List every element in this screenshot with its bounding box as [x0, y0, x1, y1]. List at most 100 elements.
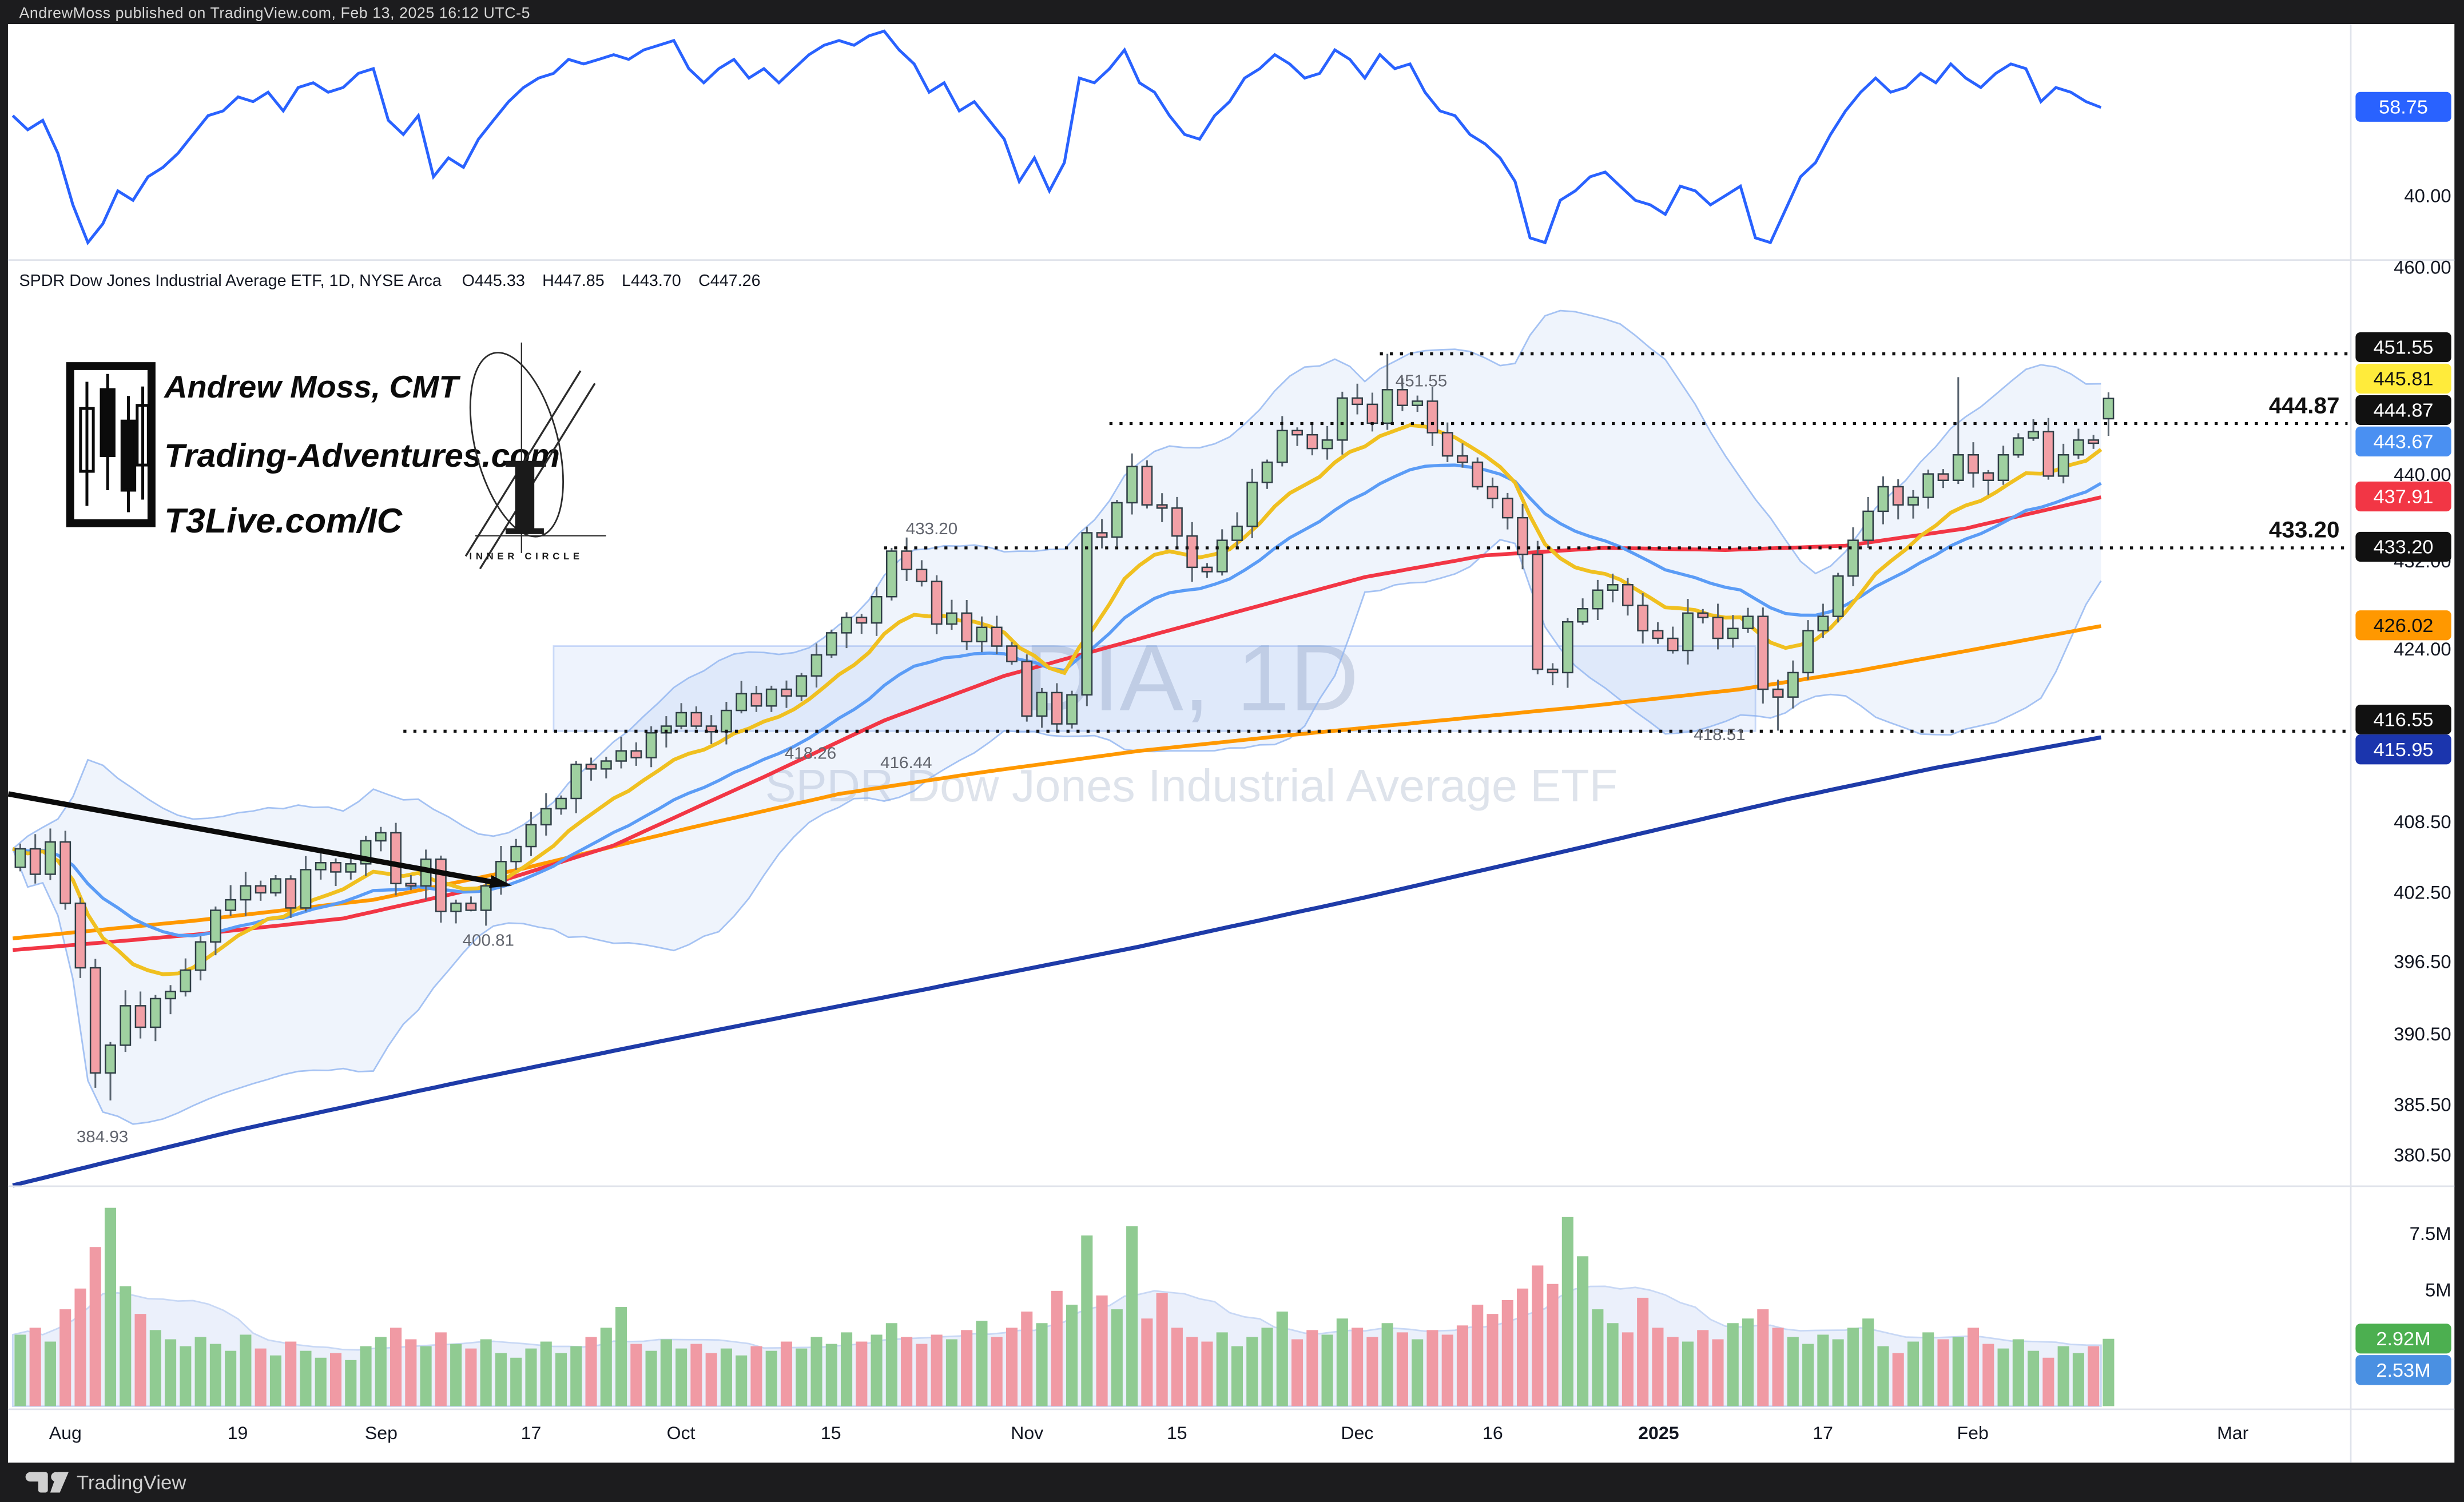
price-annotation: 418.51: [1694, 725, 1745, 744]
volume-bar: [976, 1321, 988, 1406]
price-badge-bg: [2355, 531, 2451, 562]
candle-up: [1952, 454, 1964, 482]
volume-bar: [1186, 1337, 1198, 1406]
price-badge-bg: [2355, 363, 2451, 394]
volume-bar: [360, 1346, 372, 1406]
candle-up: [14, 848, 26, 868]
volume-bar: [1396, 1332, 1408, 1406]
volume-bar: [1742, 1318, 1754, 1406]
candle-up: [841, 617, 852, 634]
candle-down: [1667, 637, 1679, 651]
volume-badge-bg: [2355, 1324, 2451, 1354]
volume-bar: [885, 1323, 897, 1406]
candle-up: [871, 595, 883, 624]
candle-up: [375, 832, 387, 842]
volume-bar: [1561, 1217, 1573, 1406]
time-axis-label: Feb: [1957, 1422, 1989, 1443]
legend-low: L443.70: [622, 272, 681, 290]
volume-bar: [1907, 1341, 1919, 1406]
volume-bar: [1201, 1341, 1213, 1406]
volume-bar: [390, 1328, 402, 1406]
candle-down: [1457, 455, 1468, 463]
candle-up: [2073, 439, 2084, 456]
candle-up: [1607, 584, 1619, 591]
candle-up: [1727, 627, 1739, 639]
price-axis-tick: 402.50: [2394, 882, 2451, 903]
candle-down: [1201, 566, 1213, 573]
time-axis-label: 17: [521, 1422, 542, 1443]
candle-down: [465, 903, 477, 911]
price-annotation: 418.26: [785, 744, 836, 763]
volume-bar: [2072, 1353, 2084, 1406]
candle-up: [1231, 525, 1243, 541]
candle-up: [210, 909, 221, 943]
time-axis-label: 2025: [1638, 1422, 1679, 1443]
volume-bar: [1426, 1330, 1438, 1406]
volume-bar: [1126, 1226, 1138, 1406]
price-pane: 451.55 433.20 418.26 416.44 418.51 400.81 384.…: [7, 309, 2348, 1187]
volume-bar: [1516, 1288, 1529, 1406]
volume-bar: [240, 1334, 252, 1406]
legend-close: C447.26: [698, 272, 761, 290]
price-badge-bg: [2355, 734, 2451, 765]
volume-bar: [1622, 1332, 1634, 1406]
candle-up: [660, 725, 672, 734]
candle-down: [961, 612, 973, 643]
candle-down: [1096, 532, 1108, 538]
volume-bar: [1456, 1325, 1469, 1406]
trend-line-arrowhead: [489, 875, 512, 888]
volume-bar: [1472, 1305, 1484, 1406]
volume-bar: [74, 1288, 86, 1406]
volume-bar: [225, 1350, 237, 1406]
volume-bar: [1291, 1339, 1303, 1406]
candle-up: [1742, 615, 1754, 629]
volume-bar: [796, 1348, 808, 1406]
tradingview-logo-icon: [25, 1472, 69, 1493]
price-badge-bg: [2355, 704, 2451, 735]
key-level-bold-label: 444.87: [2269, 393, 2340, 419]
price-badge-bg: [2355, 395, 2451, 426]
volume-bar: [1757, 1309, 1769, 1406]
candle-down: [1622, 584, 1634, 606]
volume-bar: [1697, 1330, 1709, 1406]
candle-up: [450, 903, 462, 912]
volume-bar: [540, 1341, 552, 1406]
volume-bar: [165, 1339, 177, 1406]
price-annotation: 384.93: [77, 1127, 128, 1146]
volume-bar: [435, 1332, 447, 1406]
candle-down: [1171, 507, 1183, 537]
volume-bar: [1682, 1341, 1694, 1406]
price-badge: 445.81: [2374, 368, 2434, 390]
candle-up: [1036, 692, 1048, 717]
volume-bar: [1246, 1337, 1258, 1406]
volume-bar: [1171, 1328, 1183, 1406]
candle-down: [750, 693, 762, 707]
candle-down: [285, 878, 297, 909]
branding-service: T3Live.com/IC: [164, 502, 403, 540]
candle-up: [2103, 398, 2115, 420]
volume-bar: [901, 1337, 913, 1406]
candle-down: [1441, 432, 1453, 457]
candle-down: [74, 903, 86, 969]
rsi-value-badge-bg: [2355, 92, 2451, 122]
volume-bar: [1967, 1328, 1980, 1406]
volume-bar: [871, 1334, 883, 1406]
candle-down: [1501, 498, 1513, 519]
volume-bar: [1366, 1337, 1378, 1406]
candle-up: [540, 808, 552, 826]
volume-bar: [961, 1330, 973, 1406]
time-axis-label: 17: [1813, 1422, 1833, 1443]
candle-down: [1517, 516, 1528, 555]
candle-up: [570, 764, 582, 800]
bollinger-lower-line: [12, 539, 2102, 1125]
volume-bar: [1261, 1328, 1273, 1406]
candle-up: [1126, 466, 1138, 504]
candle-up: [1862, 510, 1874, 541]
candle-down: [2088, 439, 2100, 444]
volume-bar: [1156, 1293, 1168, 1406]
time-axis-label: Mar: [2217, 1422, 2249, 1443]
volume-bar: [1321, 1334, 1333, 1406]
candle-up: [1261, 461, 1273, 483]
volume-bar: [1216, 1332, 1228, 1406]
